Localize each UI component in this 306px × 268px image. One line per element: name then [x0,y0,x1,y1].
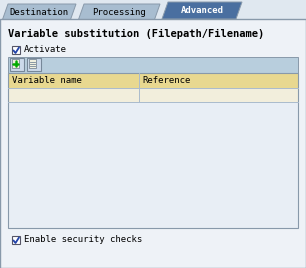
Bar [10,58,24,71]
Polygon shape [162,2,242,19]
Bar [12,59,19,68]
Bar [12,236,20,244]
Bar [12,46,20,54]
Text: Destination: Destination [9,8,69,17]
Polygon shape [78,4,160,21]
Bar [29,59,36,68]
Bar [27,58,41,71]
Text: Variable name: Variable name [12,76,82,85]
Polygon shape [2,4,76,21]
Bar [8,57,298,73]
Text: Advanced: Advanced [181,6,223,15]
Bar [8,88,298,102]
Text: Activate: Activate [24,46,67,54]
Bar [8,73,298,88]
Text: Processing: Processing [92,8,146,17]
Text: Reference: Reference [143,76,191,85]
Bar [8,102,298,228]
Bar [8,73,298,228]
Text: Variable substitution (Filepath/Filename): Variable substitution (Filepath/Filename… [8,29,264,39]
Text: Enable security checks: Enable security checks [24,236,142,244]
